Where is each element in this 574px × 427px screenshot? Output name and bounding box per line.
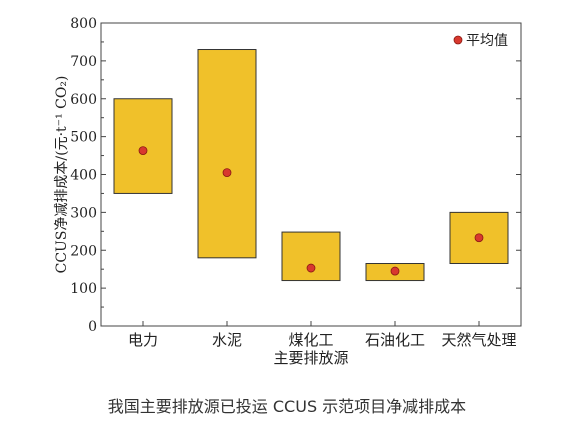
y-tick-label: 400 bbox=[70, 168, 97, 184]
mean-point-3 bbox=[306, 263, 316, 273]
legend-label: 平均值 bbox=[466, 33, 508, 49]
bar-1 bbox=[113, 98, 173, 194]
x-tick-label: 煤化工 bbox=[288, 331, 333, 349]
mean-point-5 bbox=[474, 233, 484, 243]
y-tick-label: 100 bbox=[70, 281, 97, 297]
y-tick-label: 0 bbox=[88, 319, 97, 335]
y-tick-label: 500 bbox=[70, 130, 97, 146]
bar-3 bbox=[281, 231, 341, 282]
y-axis-label: CCUS净减排成本/(元·t⁻¹ CO₂) bbox=[54, 76, 70, 274]
x-tick-label: 石油化工 bbox=[365, 331, 425, 349]
chart-svg: 0 100 200 300 400 500 600 700 800 电力 水泥 煤化工 石油化工 天然气处… bbox=[54, 16, 522, 367]
x-tick-label: 电力 bbox=[128, 331, 158, 349]
bar-2 bbox=[197, 49, 257, 259]
y-tick-label: 200 bbox=[70, 243, 97, 259]
mean-point-2 bbox=[222, 168, 232, 178]
y-tick-label: 800 bbox=[70, 16, 97, 32]
y-tick-label: 700 bbox=[70, 54, 97, 70]
legend-marker bbox=[453, 35, 463, 45]
mean-point-1 bbox=[138, 146, 148, 156]
y-tick-label: 600 bbox=[70, 92, 97, 108]
mean-point-4 bbox=[390, 266, 400, 276]
y-tick-label: 300 bbox=[70, 205, 97, 221]
x-tick-label: 水泥 bbox=[212, 331, 242, 349]
figure-caption: 我国主要排放源已投运 CCUS 示范项目净减排成本 bbox=[107, 397, 467, 416]
x-axis-label: 主要排放源 bbox=[273, 349, 348, 367]
x-tick-label: 天然气处理 bbox=[441, 331, 516, 349]
